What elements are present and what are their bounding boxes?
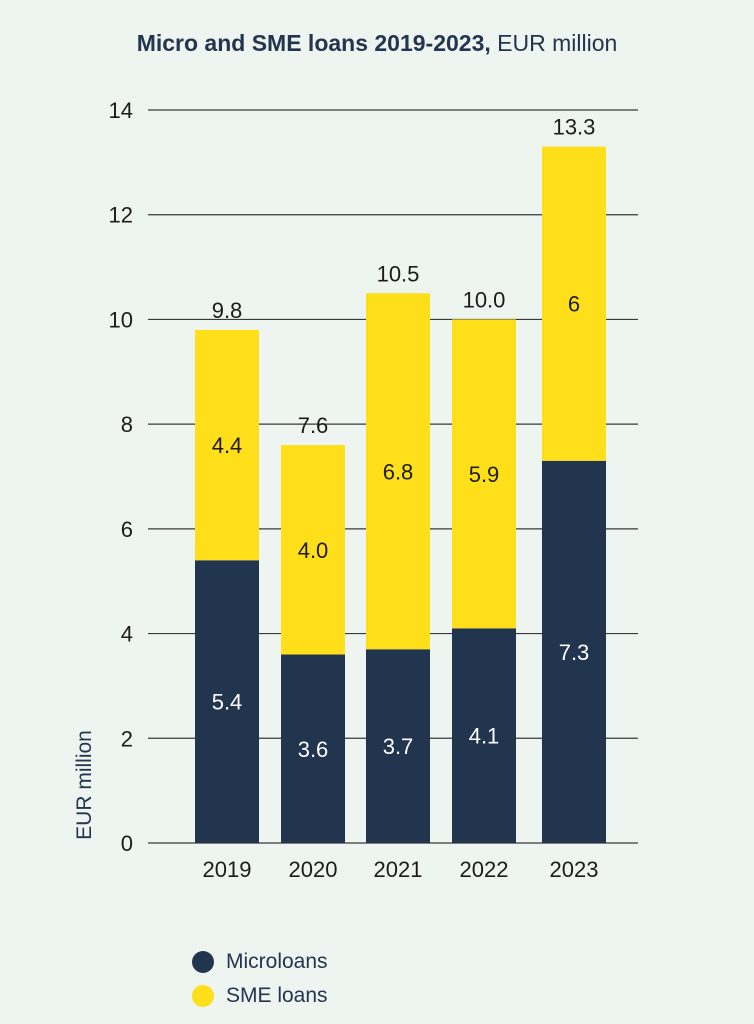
y-tick-label: 8 — [121, 412, 133, 437]
y-axis-label: EUR million — [73, 730, 96, 840]
bar-total-label: 7.6 — [298, 413, 329, 438]
bar-value-label: 6 — [568, 292, 580, 317]
legend: Microloans SME loans — [192, 945, 328, 1013]
bar-microloans-2020 — [281, 654, 345, 843]
bar-sme-loans-2022 — [452, 319, 516, 629]
bar-total-label: 9.8 — [212, 298, 243, 323]
x-tick-label: 2021 — [374, 857, 423, 882]
x-tick-label: 2023 — [550, 857, 599, 882]
y-tick-label: 12 — [109, 203, 133, 228]
legend-label-sme-loans: SME loans — [226, 984, 328, 1007]
bar-value-label: 4.0 — [298, 538, 329, 563]
bar-value-label: 3.6 — [298, 737, 329, 762]
bar-sme-loans-2023 — [542, 146, 606, 461]
bar-microloans-2023 — [542, 460, 606, 843]
bar-value-label: 5.4 — [212, 690, 243, 715]
bar-total-label: 13.3 — [553, 115, 596, 140]
legend-item-sme-loans: SME loans — [192, 979, 328, 1013]
y-tick-label: 14 — [109, 98, 133, 123]
x-tick-label: 2020 — [289, 857, 338, 882]
legend-item-microloans: Microloans — [192, 945, 328, 979]
bar-microloans-2022 — [452, 628, 516, 843]
bar-total-label: 10.5 — [377, 261, 420, 286]
legend-swatch-microloans — [192, 951, 214, 973]
bar-total-label: 10.0 — [463, 287, 506, 312]
chart-title: Micro and SME loans 2019-2023, EUR milli… — [0, 30, 754, 57]
bar-value-label: 3.7 — [383, 734, 414, 759]
bar-value-label: 4.1 — [469, 724, 500, 749]
y-tick-label: 0 — [121, 831, 133, 856]
bar-value-label: 7.3 — [559, 640, 590, 665]
chart-title-bold: Micro and SME loans 2019-2023, — [136, 30, 491, 56]
x-tick-label: 2019 — [203, 857, 252, 882]
bar-sme-loans-2019 — [195, 329, 259, 561]
y-tick-label: 10 — [109, 307, 133, 332]
bar-value-label: 5.9 — [469, 462, 500, 487]
y-tick-label: 4 — [121, 622, 133, 647]
x-tick-label: 2022 — [460, 857, 509, 882]
bar-sme-loans-2021 — [366, 293, 430, 650]
bar-sme-loans-2020 — [281, 445, 345, 655]
legend-swatch-sme-loans — [192, 985, 214, 1007]
chart-title-unit: EUR million — [490, 30, 618, 56]
y-tick-label: 2 — [121, 726, 133, 751]
bar-microloans-2019 — [195, 560, 259, 843]
bar-value-label: 4.4 — [212, 433, 243, 458]
y-tick-label: 6 — [121, 517, 133, 542]
bar-microloans-2021 — [366, 649, 430, 843]
legend-label-microloans: Microloans — [226, 950, 328, 973]
bar-value-label: 6.8 — [383, 459, 414, 484]
